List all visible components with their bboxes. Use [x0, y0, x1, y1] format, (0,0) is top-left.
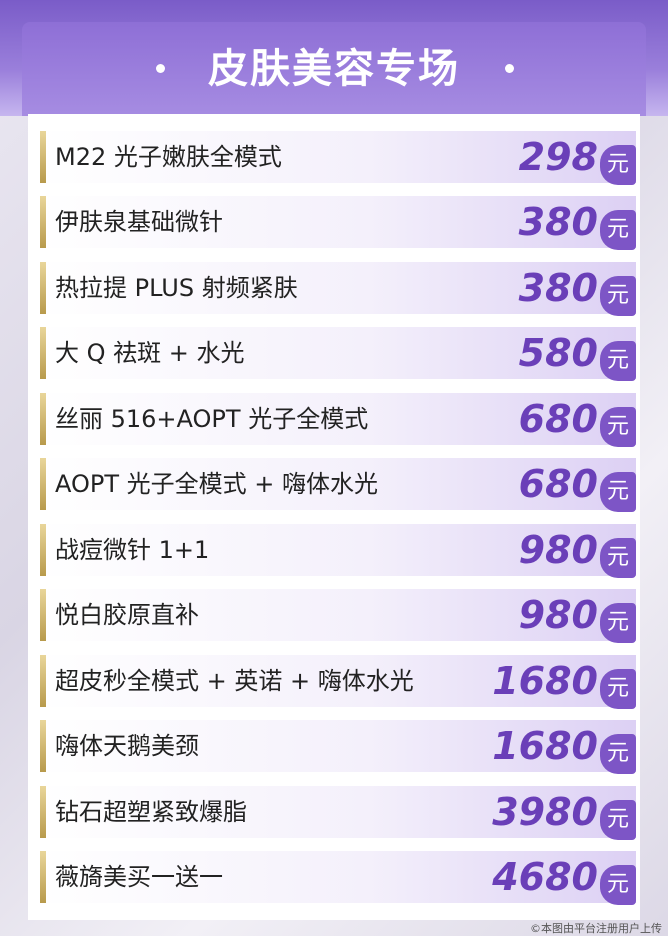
item-price: 380	[518, 200, 598, 245]
item-row: 伊肤泉基础微针 380 元	[40, 196, 636, 251]
item-name: 嗨体天鹅美颈	[55, 732, 199, 761]
price-unit: 元	[600, 864, 636, 905]
item-name: AOPT 光子全模式 + 嗨体水光	[55, 470, 379, 499]
item-price: 298	[518, 135, 598, 179]
title-dot	[505, 64, 514, 73]
accent-bar	[40, 261, 46, 314]
item-row: AOPT 光子全模式 + 嗨体水光 680 元	[40, 458, 636, 513]
item-price: 4680	[492, 854, 598, 899]
accent-bar	[40, 392, 46, 445]
item-name: 丝丽 516+AOPT 光子全模式	[55, 404, 369, 433]
item-name: 超皮秒全模式 + 英诺 + 嗨体水光	[55, 666, 414, 695]
item-row: 钻石超塑紧致爆脂 3980 元	[40, 785, 636, 840]
item-price: 580	[518, 331, 598, 376]
item-name: 钻石超塑紧致爆脂	[55, 797, 247, 826]
accent-bar	[40, 785, 46, 838]
header-band	[0, 0, 668, 116]
item-row: 薇旖美买一送一 4680 元	[40, 850, 636, 905]
price-unit: 元	[600, 341, 636, 382]
title: 皮肤美容专场	[208, 46, 460, 92]
item-price: 980	[518, 593, 598, 638]
price-unit: 元	[600, 668, 636, 709]
accent-bar	[40, 523, 46, 576]
price-unit: 元	[600, 799, 636, 840]
price-unit: 元	[600, 537, 636, 578]
accent-bar	[40, 589, 46, 642]
item-name: M22 光子嫩肤全模式	[55, 143, 282, 171]
price-unit: 元	[600, 406, 636, 447]
price-unit: 元	[600, 734, 636, 775]
price-unit: 元	[600, 210, 636, 251]
accent-bar	[40, 131, 46, 183]
item-name: 薇旖美买一送一	[55, 862, 223, 891]
title-dot	[156, 64, 165, 73]
accent-bar	[40, 196, 46, 249]
accent-bar	[40, 850, 46, 903]
item-name: 悦白胶原直补	[55, 601, 199, 630]
item-price: 380	[518, 265, 598, 310]
price-unit: 元	[600, 145, 636, 185]
item-row: 热拉提 PLUS 射频紧肤 380 元	[40, 261, 636, 316]
item-price: 1680	[492, 658, 598, 703]
item-name: 伊肤泉基础微针	[55, 208, 223, 237]
price-unit: 元	[600, 603, 636, 644]
item-row: M22 光子嫩肤全模式 298 元	[40, 131, 636, 185]
watermark: ©本图由平台注册用户上传	[530, 922, 662, 935]
price-unit: 元	[600, 275, 636, 316]
price-unit: 元	[600, 472, 636, 513]
item-price: 680	[518, 396, 598, 441]
item-price: 1680	[492, 724, 598, 769]
item-name: 热拉提 PLUS 射频紧肤	[55, 273, 298, 302]
header-panel	[22, 22, 646, 116]
accent-bar	[40, 327, 46, 380]
item-price: 3980	[492, 789, 598, 834]
accent-bar	[40, 720, 46, 773]
item-row: 丝丽 516+AOPT 光子全模式 680 元	[40, 392, 636, 447]
item-name: 战痘微针 1+1	[55, 535, 210, 564]
accent-bar	[40, 654, 46, 707]
item-row: 悦白胶原直补 980 元	[40, 589, 636, 644]
item-row: 超皮秒全模式 + 英诺 + 嗨体水光 1680 元	[40, 654, 636, 709]
item-row: 战痘微针 1+1 980 元	[40, 523, 636, 578]
item-name: 大 Q 祛斑 + 水光	[55, 339, 245, 368]
item-row: 大 Q 祛斑 + 水光 580 元	[40, 327, 636, 382]
item-price: 680	[518, 462, 598, 507]
item-row: 嗨体天鹅美颈 1680 元	[40, 720, 636, 775]
accent-bar	[40, 458, 46, 511]
item-price: 980	[518, 527, 598, 572]
